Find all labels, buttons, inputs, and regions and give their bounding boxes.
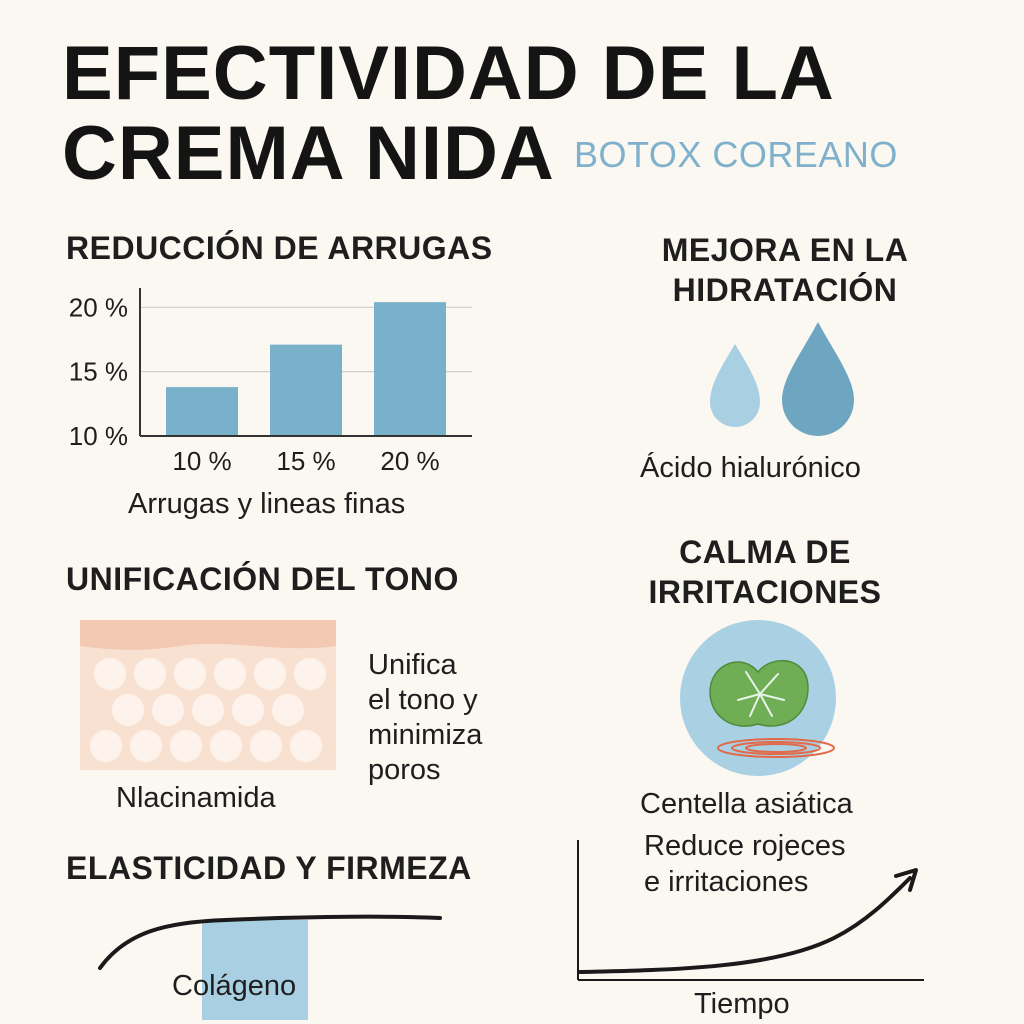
- time-curve-chart: [577, 840, 924, 981]
- calm-ingredient: Centella asiática: [640, 788, 853, 820]
- pore-dot: [90, 730, 122, 762]
- y-tick-label: 20 %: [69, 292, 128, 322]
- hydration-caption: Ácido hialurónico: [640, 452, 861, 484]
- bar: [166, 387, 238, 436]
- page-subtitle: BOTOX COREANO: [574, 134, 898, 175]
- y-tick-label: 15 %: [69, 357, 128, 387]
- x-tick-label: 20 %: [380, 446, 439, 476]
- pore-dot: [130, 730, 162, 762]
- elasticity-heading: ELASTICIDAD Y FIRMEZA: [66, 850, 472, 886]
- hydration-heading-line-1: MEJORA EN LA: [661, 232, 909, 268]
- wrinkles-caption: Arrugas y lineas finas: [128, 488, 406, 520]
- centella-illustration: [680, 620, 836, 776]
- x-tick-label: 15 %: [276, 446, 335, 476]
- pore-dot: [152, 694, 184, 726]
- pore-dot: [290, 730, 322, 762]
- y-tick-label: 10 %: [69, 421, 128, 451]
- pore-dot: [174, 658, 206, 690]
- pore-dot: [254, 658, 286, 690]
- x-tick-label: 10 %: [172, 446, 231, 476]
- calm-desc-line-2: e irritaciones: [644, 866, 809, 898]
- pore-dot: [272, 694, 304, 726]
- bar: [374, 302, 446, 436]
- pore-dot: [250, 730, 282, 762]
- collagen-illustration: [98, 914, 442, 1020]
- tone-desc-line-3: minimiza: [368, 719, 483, 751]
- hydration-heading: MEJORA EN LA HIDRATACIÓN: [620, 230, 950, 310]
- irritation-ripples: [717, 738, 835, 758]
- calm-heading-line-1: CALMA DE: [679, 534, 851, 570]
- page-title: EFECTIVIDAD DE LA CREMA NIDA: [62, 34, 835, 194]
- calm-desc-line-1: Reduce rojeces: [644, 830, 846, 862]
- tone-desc-line-4: poros: [368, 754, 441, 786]
- tone-ingredient: Nlacinamida: [116, 782, 276, 814]
- elasticity-ingredient: Colágeno: [172, 970, 297, 1002]
- tone-desc-line-2: el tono y: [368, 684, 478, 716]
- calm-heading-line-2: IRRITACIONES: [648, 574, 882, 610]
- firmness-curve: [98, 914, 442, 970]
- pore-dot: [94, 658, 126, 690]
- calm-heading: CALMA DE IRRITACIONES: [620, 532, 910, 612]
- pore-dot: [192, 694, 224, 726]
- time-axis-label: Tiempo: [694, 988, 790, 1020]
- wrinkle-bar-chart: 20 % 15 % 10 % 10 % 15 % 20 %: [69, 288, 472, 476]
- pore-dot: [112, 694, 144, 726]
- collagen-block: [202, 920, 308, 1020]
- title-line-1: EFECTIVIDAD DE LA: [62, 31, 835, 116]
- pore-dot: [170, 730, 202, 762]
- skin-pores-illustration: [80, 620, 336, 770]
- pore-dots: [90, 658, 326, 762]
- pore-dot: [294, 658, 326, 690]
- water-drops-illustration: [710, 322, 854, 436]
- pore-dot: [214, 658, 246, 690]
- pore-dot: [210, 730, 242, 762]
- pore-dot: [232, 694, 264, 726]
- tone-desc-line-1: Unifica: [368, 649, 457, 681]
- large-drop-icon: [782, 322, 854, 436]
- tone-heading: UNIFICACIÓN DEL TONO: [66, 561, 459, 597]
- skin-top-layer: [80, 620, 336, 650]
- arrow-head-icon: [894, 868, 918, 892]
- calm-description: Reduce rojeces e irritaciones: [644, 828, 846, 900]
- wrinkles-heading: REDUCCIÓN DE ARRUGAS: [66, 230, 493, 266]
- tone-description: Unifica el tono y minimiza poros: [368, 648, 482, 788]
- title-line-2: CREMA NIDA: [62, 111, 555, 196]
- pore-dot: [134, 658, 166, 690]
- bar: [270, 344, 342, 436]
- small-drop-icon: [710, 344, 760, 427]
- hydration-heading-line-2: HIDRATACIÓN: [672, 272, 898, 308]
- improvement-curve: [578, 876, 912, 974]
